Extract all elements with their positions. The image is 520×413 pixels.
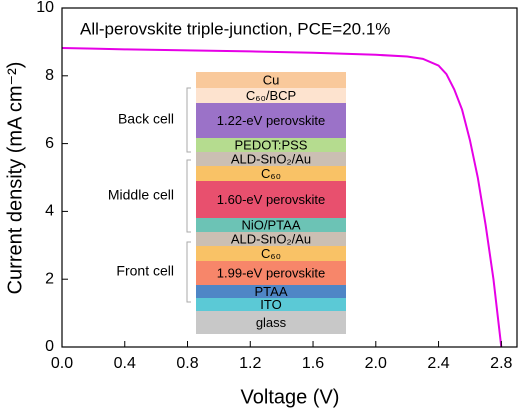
layer bbox=[196, 298, 346, 311]
layer bbox=[196, 218, 346, 232]
x-axis-label: Voltage (V) bbox=[241, 386, 340, 408]
layer-label: C₆₀/BCP bbox=[246, 88, 296, 103]
layer bbox=[196, 152, 346, 166]
layer-label: 1.60-eV perovskite bbox=[217, 192, 325, 207]
x-tick-label: 2.8 bbox=[490, 355, 512, 372]
layer-label: Cu bbox=[263, 72, 280, 87]
plot-frame bbox=[61, 7, 518, 348]
layer bbox=[196, 311, 346, 334]
layer bbox=[196, 88, 346, 103]
layer-label: 1.22-eV perovskite bbox=[217, 113, 325, 128]
group-label: Back cell bbox=[118, 111, 174, 127]
layer-label: C₆₀ bbox=[261, 246, 281, 261]
layer-label: PTAA bbox=[255, 284, 288, 299]
layer bbox=[196, 232, 346, 246]
layer-label: NiO/PTAA bbox=[242, 217, 301, 232]
layer-label: glass bbox=[256, 315, 287, 330]
x-tick-label: 2.4 bbox=[427, 355, 449, 372]
layer bbox=[196, 138, 346, 152]
x-tick-label: 1.2 bbox=[239, 355, 261, 372]
y-axis-label: Current density (mA cm⁻²) bbox=[4, 62, 26, 295]
layer-label: ALD-SnO₂/Au bbox=[231, 151, 311, 166]
layer bbox=[196, 261, 346, 285]
y-tick-label: 4 bbox=[45, 203, 54, 220]
layer bbox=[196, 166, 346, 181]
x-tick-label: 1.6 bbox=[302, 355, 324, 372]
layer-label: 1.99-eV perovskite bbox=[217, 265, 325, 280]
layer bbox=[196, 246, 346, 261]
x-tick-label: 0.0 bbox=[51, 355, 73, 372]
x-tick-label: 0.4 bbox=[114, 355, 136, 372]
y-tick-label: 10 bbox=[36, 0, 54, 16]
x-tick-label: 2.0 bbox=[365, 355, 387, 372]
layer-label: PEDOT:PSS bbox=[235, 137, 308, 152]
bracket bbox=[186, 87, 191, 153]
y-tick-label: 0 bbox=[45, 338, 54, 355]
group-label: Middle cell bbox=[108, 187, 174, 203]
layer-label: C₆₀ bbox=[261, 166, 281, 181]
layer-label: ALD-SnO₂/Au bbox=[231, 231, 311, 246]
jv-curve bbox=[61, 47, 503, 348]
layer bbox=[196, 285, 346, 298]
bracket bbox=[186, 159, 191, 233]
bracket bbox=[186, 241, 191, 303]
group-label: Front cell bbox=[116, 263, 174, 279]
x-tick-label: 0.8 bbox=[176, 355, 198, 372]
layer bbox=[196, 181, 346, 218]
layer bbox=[196, 72, 346, 88]
y-tick-label: 6 bbox=[45, 135, 54, 152]
y-tick-label: 8 bbox=[45, 67, 54, 84]
chart-title: All-perovskite triple-junction, PCE=20.1… bbox=[80, 19, 390, 38]
layer bbox=[196, 103, 346, 138]
layer-label: ITO bbox=[260, 297, 281, 312]
y-tick-label: 2 bbox=[45, 270, 54, 287]
